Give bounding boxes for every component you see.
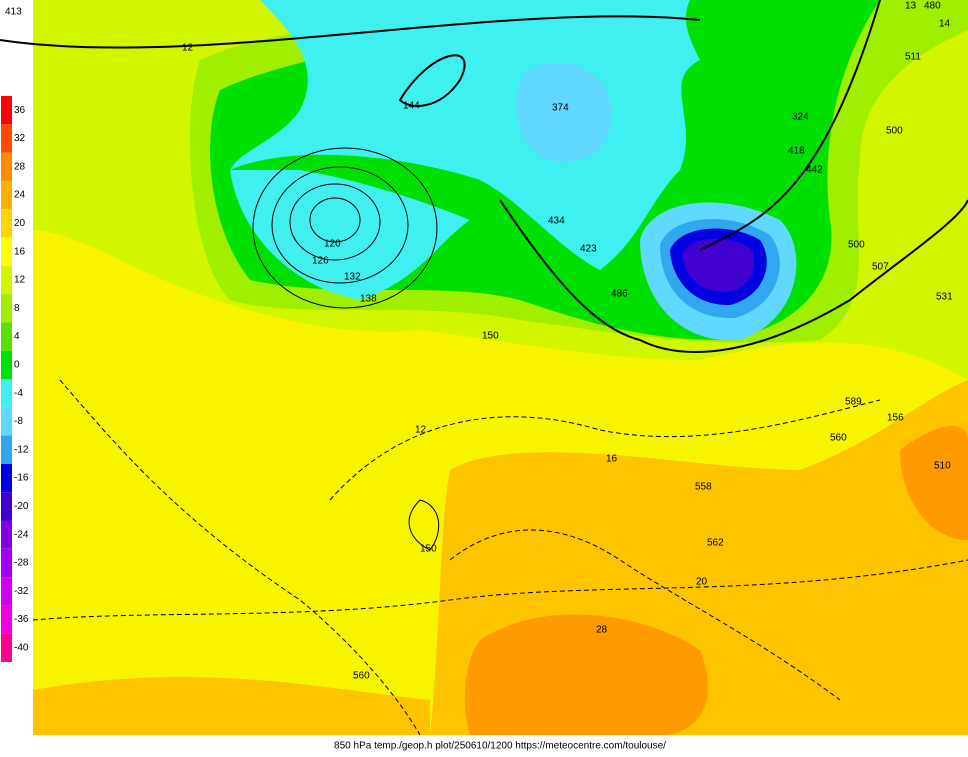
map-label: 500 (848, 240, 865, 251)
map-label: 20 (696, 577, 708, 588)
legend-swatch (1, 520, 12, 549)
map-label: 560 (830, 433, 847, 444)
footer: 850 hPa temp./geop.h plot/250610/1200 ht… (334, 741, 666, 752)
map-label: 28 (596, 625, 608, 636)
legend-label: 24 (14, 190, 26, 201)
map-label: 423 (580, 244, 597, 255)
legend-label: -4 (14, 388, 23, 399)
legend-swatch (1, 152, 12, 181)
legend-swatch (1, 435, 12, 464)
legend-swatch (1, 492, 12, 521)
map-label: 434 (548, 216, 565, 227)
legend-label: -40 (14, 642, 29, 653)
map-label: 12 (182, 43, 194, 54)
map-label: 138 (360, 294, 377, 305)
map-label: 144 (403, 101, 420, 112)
legend-label: 32 (14, 133, 26, 144)
legend-label: 4 (14, 331, 20, 342)
legend-swatch (1, 548, 12, 578)
map-label: 558 (695, 482, 712, 493)
legend-swatch (1, 96, 12, 125)
legend-swatch (1, 124, 12, 153)
map-label: 480 (924, 1, 941, 12)
legend-label: 28 (14, 161, 26, 172)
legend-swatch (1, 350, 12, 379)
legend-swatch (1, 633, 12, 662)
legend-label: -36 (14, 614, 29, 625)
legend-swatch (1, 407, 12, 436)
map-label: 418 (788, 146, 805, 157)
legend-swatch (1, 294, 12, 323)
map-label: 507 (872, 262, 889, 273)
map-label: 13 (905, 1, 917, 12)
legend-label: 8 (14, 303, 20, 314)
legend-swatch (1, 209, 12, 238)
map-label: 560 (353, 671, 370, 682)
map-label: 562 (707, 538, 724, 549)
map-label: 413 (5, 7, 22, 18)
legend-swatch (1, 379, 12, 408)
map-label: 120 (324, 239, 341, 250)
legend-label: -8 (14, 416, 23, 427)
map-label: 324 (792, 112, 809, 123)
map-label: 16 (606, 454, 618, 465)
legend-label: 16 (14, 246, 26, 257)
legend-label: 20 (14, 218, 26, 229)
legend-swatch (1, 605, 12, 634)
map-label: 150 (482, 331, 499, 342)
color-legend: 36 32 28 24 20 16 12 8 4 0 -4 -8 -12 -16 -20 -24 -28 -32 -… (1, 96, 29, 662)
map-label: 531 (936, 292, 953, 303)
map-label: 132 (344, 272, 361, 283)
legend-label: 36 (14, 105, 26, 116)
map-label: 510 (934, 461, 951, 472)
map-label: 14 (939, 19, 951, 30)
map-label: 12 (415, 425, 427, 436)
map-label: 442 (806, 165, 823, 176)
map-label: 589 (845, 397, 862, 408)
legend-label: -20 (14, 501, 29, 512)
legend-swatch (1, 265, 12, 295)
legend-label: -28 (14, 558, 29, 569)
map-label: 500 (886, 126, 903, 137)
map-label: 150 (420, 544, 437, 555)
legend-swatch (1, 322, 12, 351)
legend-label: 12 (14, 275, 26, 286)
legend-label: -24 (14, 529, 29, 540)
legend-label: -32 (14, 586, 29, 597)
map-label: 156 (887, 413, 904, 424)
legend-swatch (1, 577, 12, 606)
legend-swatch (1, 463, 12, 493)
map: 4131214412012613213815012150162028560374… (0, 0, 968, 736)
map-label: 374 (552, 103, 569, 114)
legend-label: -12 (14, 444, 29, 455)
map-label: 486 (611, 289, 628, 300)
legend-label: -16 (14, 473, 29, 484)
map-label: 511 (905, 52, 921, 63)
legend-swatch (1, 237, 12, 266)
legend-label: 0 (14, 359, 20, 370)
legend-swatch (1, 180, 12, 210)
map-label: 126 (312, 256, 329, 267)
